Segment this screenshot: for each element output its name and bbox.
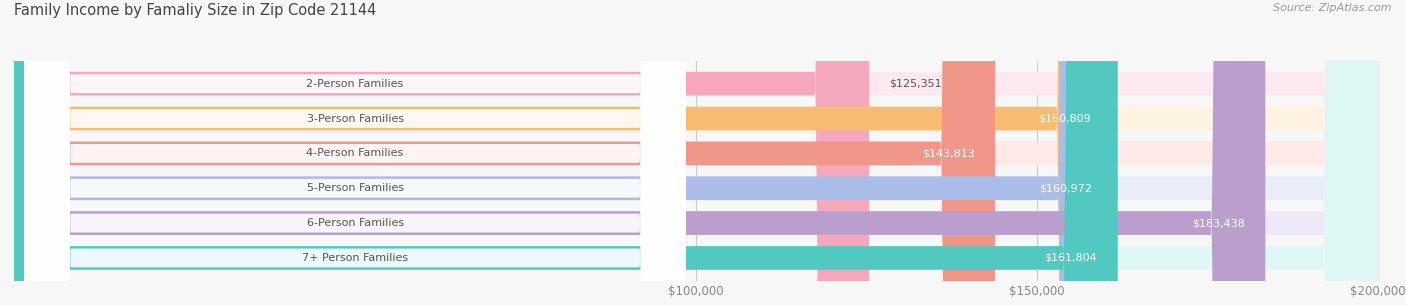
FancyBboxPatch shape: [14, 0, 1378, 305]
Text: 2-Person Families: 2-Person Families: [307, 79, 404, 89]
FancyBboxPatch shape: [14, 0, 1111, 305]
Text: 5-Person Families: 5-Person Families: [307, 183, 404, 193]
FancyBboxPatch shape: [24, 0, 686, 305]
FancyBboxPatch shape: [14, 0, 1265, 305]
Text: $143,813: $143,813: [922, 148, 974, 158]
Text: $125,351: $125,351: [890, 79, 942, 89]
FancyBboxPatch shape: [24, 0, 686, 305]
FancyBboxPatch shape: [24, 0, 686, 305]
FancyBboxPatch shape: [14, 0, 995, 305]
FancyBboxPatch shape: [24, 0, 686, 305]
FancyBboxPatch shape: [14, 0, 1378, 305]
FancyBboxPatch shape: [14, 0, 1378, 305]
Text: $161,804: $161,804: [1045, 253, 1097, 263]
Text: 3-Person Families: 3-Person Families: [307, 113, 404, 124]
FancyBboxPatch shape: [14, 0, 1378, 305]
Text: Family Income by Famaliy Size in Zip Code 21144: Family Income by Famaliy Size in Zip Cod…: [14, 3, 377, 18]
FancyBboxPatch shape: [14, 0, 1112, 305]
FancyBboxPatch shape: [14, 0, 1378, 305]
Text: $160,809: $160,809: [1038, 113, 1091, 124]
FancyBboxPatch shape: [24, 0, 686, 305]
Text: 4-Person Families: 4-Person Families: [307, 148, 404, 158]
Text: 7+ Person Families: 7+ Person Families: [302, 253, 408, 263]
FancyBboxPatch shape: [14, 0, 1118, 305]
Text: $160,972: $160,972: [1039, 183, 1091, 193]
Text: Source: ZipAtlas.com: Source: ZipAtlas.com: [1274, 3, 1392, 13]
Text: $183,438: $183,438: [1192, 218, 1244, 228]
FancyBboxPatch shape: [14, 0, 1378, 305]
Text: 6-Person Families: 6-Person Families: [307, 218, 404, 228]
FancyBboxPatch shape: [14, 0, 869, 305]
FancyBboxPatch shape: [24, 0, 686, 305]
